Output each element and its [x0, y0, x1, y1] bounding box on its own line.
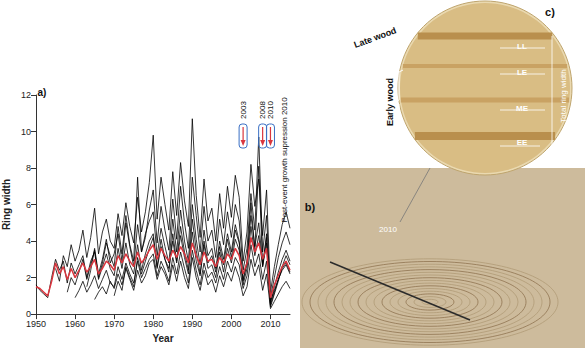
svg-text:LL: LL: [517, 42, 527, 51]
svg-text:1960: 1960: [65, 319, 85, 329]
svg-text:2008: 2008: [258, 101, 268, 119]
svg-text:2010: 2010: [260, 319, 280, 329]
svg-text:b): b): [305, 201, 316, 213]
svg-text:EE: EE: [517, 138, 528, 147]
svg-text:Year: Year: [152, 333, 173, 344]
svg-text:1950: 1950: [26, 319, 46, 329]
svg-text:ME: ME: [516, 104, 529, 113]
svg-text:Early wood: Early wood: [385, 78, 395, 126]
svg-text:2010: 2010: [379, 225, 397, 234]
svg-text:2: 2: [26, 273, 31, 283]
svg-text:0: 0: [26, 309, 31, 319]
svg-text:4: 4: [26, 236, 31, 246]
svg-text:1980: 1980: [143, 319, 163, 329]
svg-text:LE: LE: [517, 68, 528, 77]
svg-text:Post-event growth supression 2: Post-event growth supression 2010: [280, 97, 289, 223]
svg-text:8: 8: [26, 163, 31, 173]
svg-text:a): a): [38, 87, 47, 98]
svg-text:2003: 2003: [239, 101, 248, 119]
svg-text:Total ring width: Total ring width: [559, 69, 568, 122]
svg-text:Late wood: Late wood: [353, 25, 398, 50]
svg-text:2010: 2010: [266, 101, 275, 119]
svg-text:2000: 2000: [221, 319, 241, 329]
svg-text:c): c): [545, 6, 555, 18]
svg-text:10: 10: [21, 127, 31, 137]
svg-text:Ring width: Ring width: [1, 179, 12, 230]
svg-text:1970: 1970: [104, 319, 124, 329]
svg-text:1990: 1990: [182, 319, 202, 329]
svg-text:6: 6: [26, 200, 31, 210]
svg-text:12: 12: [21, 90, 31, 100]
